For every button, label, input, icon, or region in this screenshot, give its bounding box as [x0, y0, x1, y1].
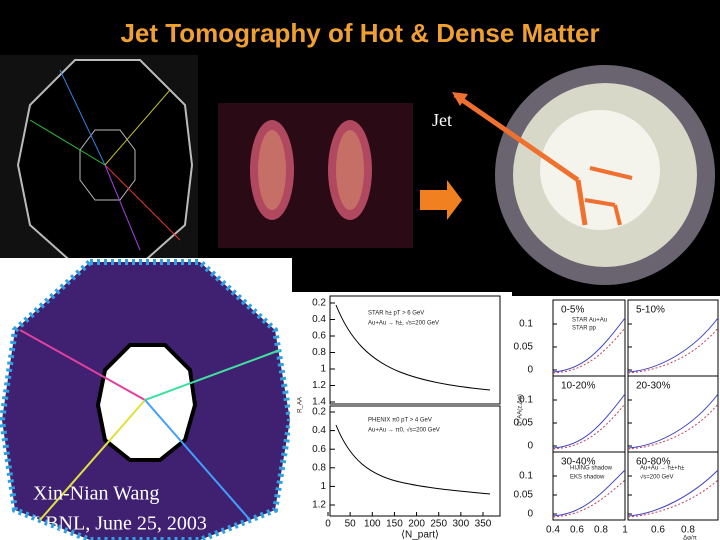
x-tick-label: 250 — [430, 519, 447, 530]
panel-label: 20-30% — [636, 381, 671, 392]
detector-event — [0, 55, 198, 275]
x-tick-label: 0.8 — [681, 525, 695, 536]
y-tick-label: 0 — [527, 509, 533, 520]
star-event — [0, 258, 294, 540]
legend-text: √s=200 GeV — [640, 474, 673, 481]
panel-label: 60-80% — [636, 457, 671, 468]
y-tick-label: 0.05 — [514, 490, 534, 501]
model-curve — [627, 393, 719, 449]
panel-label: 30-40% — [561, 457, 596, 468]
legend-text: Au+Au → π0, √s=200 GeV — [368, 427, 440, 434]
model-curve — [552, 403, 626, 450]
panel-frame — [552, 451, 626, 521]
y-tick-label: 0.1 — [519, 319, 533, 330]
y-tick-label: 0.1 — [519, 395, 533, 406]
x-tick-label: 0.4 — [546, 525, 560, 536]
y-axis-label: D^AA(z,Δφ) — [518, 394, 524, 426]
author-name: Xin-Nian Wang — [33, 483, 159, 505]
y-tick-label: 0.2 — [312, 298, 326, 309]
x-tick-label: 50 — [345, 519, 357, 530]
raa-lower-frame — [329, 405, 501, 517]
y-tick-label: 1 — [320, 364, 326, 375]
x-tick-label: 200 — [408, 519, 425, 530]
model-curve — [627, 469, 719, 517]
x-tick-label: 150 — [386, 519, 403, 530]
legend-text: HIJING shadow — [570, 466, 613, 472]
x-tick-label: 0.8 — [594, 525, 608, 536]
title: Jet Tomography of Hot & Dense Matter — [120, 18, 599, 48]
model-curve — [627, 403, 719, 450]
model-curve — [627, 317, 719, 373]
model-curve — [552, 479, 626, 518]
x-axis-label: Δφ/π — [683, 536, 697, 540]
model-curve — [552, 327, 626, 374]
author-affiliation: LBNL, June 25, 2003 — [33, 513, 207, 535]
y-tick-label: 0.8 — [312, 462, 326, 473]
panel-frame — [627, 451, 719, 521]
raa-curve — [335, 424, 491, 495]
corr-plot — [512, 296, 720, 540]
y-tick-label: 0 — [527, 365, 533, 376]
y-tick-label: 1 — [320, 481, 326, 492]
legend-text: PHENIX π0 pT > 4 GeV — [368, 418, 432, 424]
x-tick-label: 350 — [475, 519, 492, 530]
arrow — [420, 180, 462, 220]
model-curve — [627, 479, 719, 518]
model-curve — [552, 469, 626, 517]
fireball — [452, 65, 715, 285]
jet-label: Jet — [432, 110, 452, 130]
x-tick-label: 300 — [453, 519, 470, 530]
x-axis-label: ⟨N_part⟩ — [401, 530, 439, 540]
panel-label: 0-5% — [561, 305, 584, 316]
x-tick-label: 0.6 — [570, 525, 584, 536]
x-tick-label: 1 — [622, 525, 628, 536]
legend-text: EKS shadow — [570, 475, 605, 481]
raa-upper-frame — [329, 295, 501, 405]
model-curve — [552, 317, 626, 373]
y-tick-label: 0.4 — [312, 314, 326, 325]
x-tick-label: 0.6 — [651, 525, 665, 536]
legend-text: Au+Au → h±+h± — [640, 466, 685, 472]
y-tick-label: 1.2 — [312, 500, 326, 511]
y-tick-label: 1.4 — [312, 397, 326, 408]
y-axis-label: R_AA — [298, 397, 304, 413]
legend-text: STAR pp — [572, 326, 597, 332]
y-tick-label: 0.1 — [519, 471, 533, 482]
model-curve — [627, 327, 719, 374]
model-curve — [552, 393, 626, 449]
y-tick-label: 1.2 — [312, 380, 326, 391]
colliding-nuclei — [218, 103, 413, 248]
panel-label: 10-20% — [561, 381, 596, 392]
y-tick-label: 0 — [527, 441, 533, 452]
y-tick-label: 0.8 — [312, 347, 326, 358]
y-tick-label: 0.05 — [514, 418, 534, 429]
y-tick-label: 0.6 — [312, 444, 326, 455]
x-tick-label: 100 — [364, 519, 381, 530]
panel-label: 5-10% — [636, 305, 665, 316]
raa-curve — [335, 304, 491, 391]
legend-text: STAR h± pT > 6 GeV — [368, 311, 424, 317]
y-tick-label: 0.2 — [312, 407, 326, 418]
y-tick-label: 0.6 — [312, 331, 326, 342]
legend-text: Au+Au → h±, √s=200 GeV — [368, 320, 439, 327]
y-tick-label: 0.05 — [514, 342, 534, 353]
raa-plot — [290, 292, 512, 540]
legend-text: STAR Au+Au — [572, 318, 607, 324]
y-tick-label: 0.4 — [312, 425, 326, 436]
x-tick-label: 0 — [325, 519, 331, 530]
